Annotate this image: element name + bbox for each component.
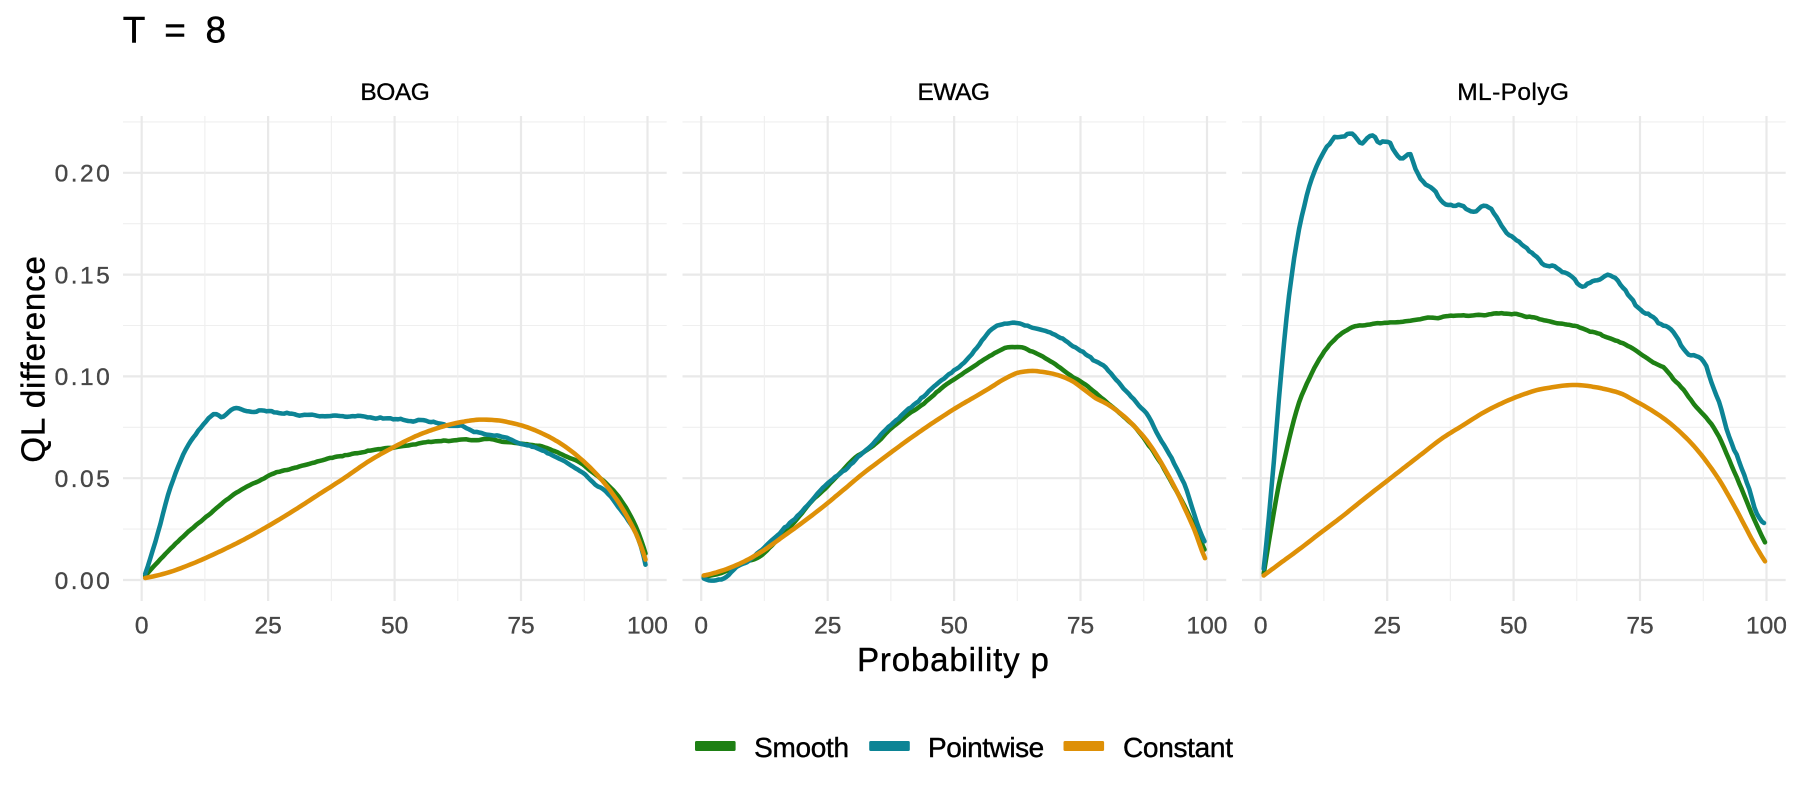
svg-text:25: 25 — [1374, 613, 1401, 640]
svg-text:0.05: 0.05 — [55, 466, 113, 493]
svg-text:Smooth: Smooth — [754, 732, 849, 763]
svg-text:75: 75 — [1626, 613, 1653, 640]
svg-text:Probability p: Probability p — [857, 641, 1050, 678]
svg-text:100: 100 — [627, 613, 668, 640]
svg-text:0.15: 0.15 — [55, 262, 113, 289]
svg-text:0: 0 — [694, 613, 708, 640]
svg-text:50: 50 — [1500, 613, 1527, 640]
svg-text:QL difference: QL difference — [15, 255, 52, 462]
svg-text:50: 50 — [940, 613, 967, 640]
svg-text:50: 50 — [381, 613, 408, 640]
svg-text:Constant: Constant — [1123, 732, 1233, 763]
svg-text:0.10: 0.10 — [55, 364, 113, 391]
svg-text:75: 75 — [1067, 613, 1094, 640]
svg-text:0: 0 — [1254, 613, 1268, 640]
svg-text:BOAG: BOAG — [360, 79, 429, 106]
svg-text:0: 0 — [135, 613, 149, 640]
svg-text:Pointwise: Pointwise — [928, 732, 1044, 763]
svg-text:EWAG: EWAG — [918, 79, 990, 106]
svg-text:75: 75 — [507, 613, 534, 640]
svg-text:25: 25 — [254, 613, 281, 640]
svg-text:0.20: 0.20 — [55, 161, 113, 188]
svg-text:100: 100 — [1187, 613, 1228, 640]
svg-text:T = 8: T = 8 — [123, 10, 226, 51]
svg-text:100: 100 — [1746, 613, 1787, 640]
svg-text:0.00: 0.00 — [55, 568, 113, 595]
svg-text:ML-PolyG: ML-PolyG — [1457, 79, 1569, 106]
svg-text:25: 25 — [814, 613, 841, 640]
